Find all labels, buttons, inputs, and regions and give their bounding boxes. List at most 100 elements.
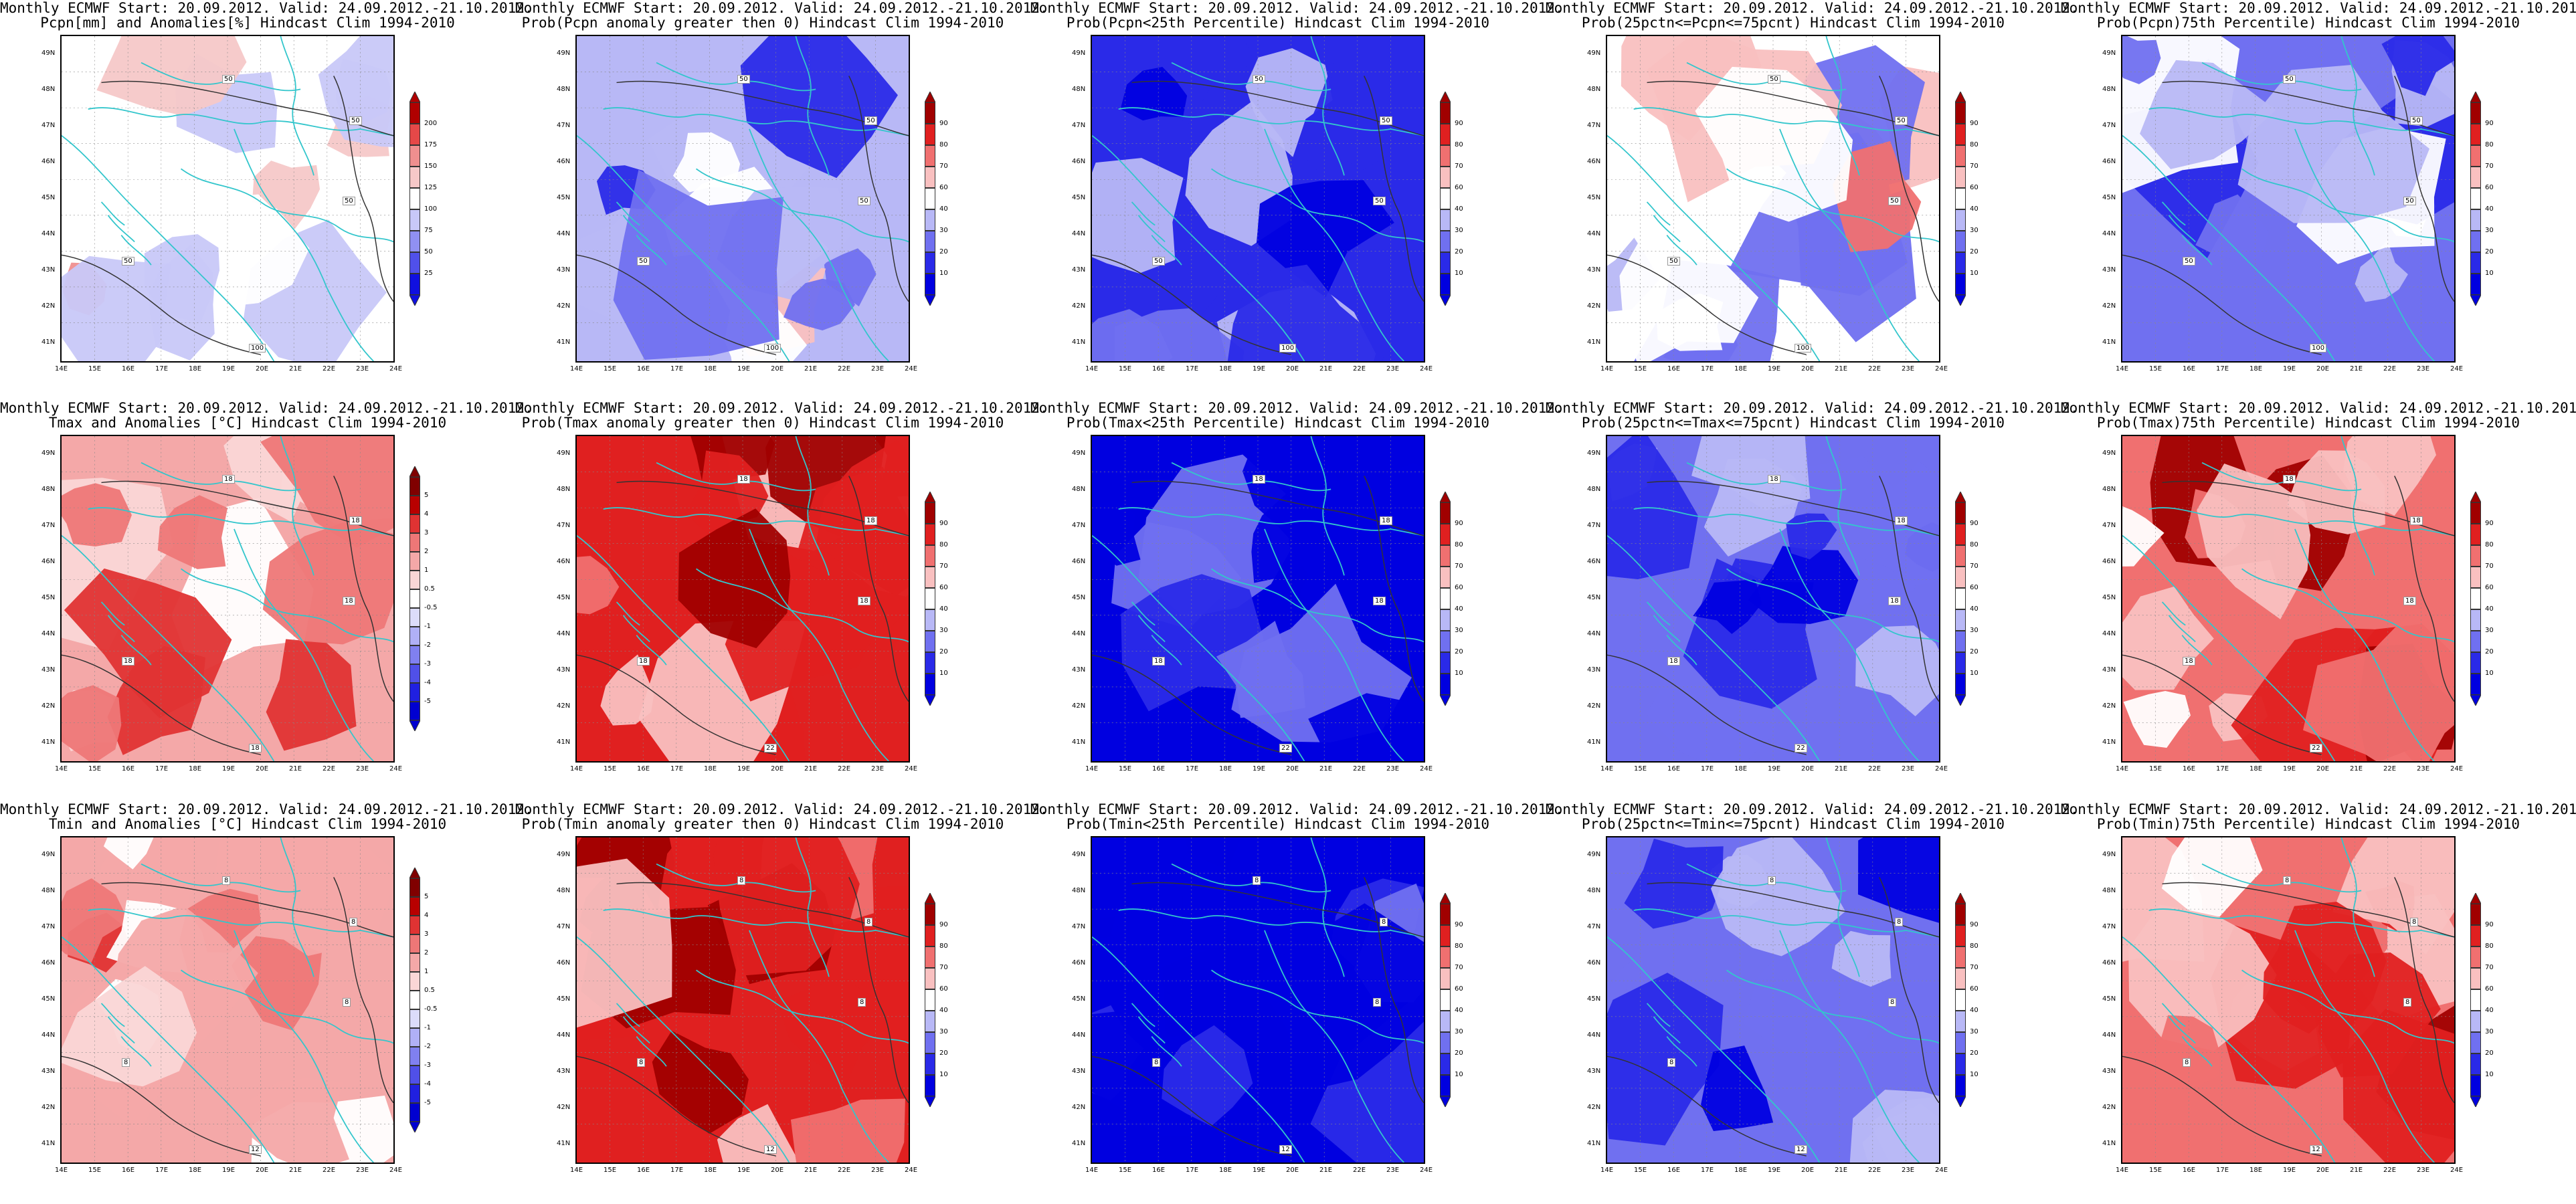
colorbar-tick: 60 [1970, 985, 1979, 993]
lon-label: 21E [1835, 1167, 1848, 1174]
colorbar-cell [2470, 567, 2481, 588]
colorbar-cell [925, 209, 935, 231]
contour-label: 100 [764, 344, 781, 353]
lat-label: 41N [557, 738, 571, 746]
colorbar-tick: 90 [939, 520, 948, 527]
contour-label: 22 [1279, 744, 1292, 752]
contour-label: 50 [343, 197, 355, 205]
colorbar-cell [925, 1054, 935, 1075]
contour-label: 18 [2410, 516, 2423, 525]
panel-title: Monthly ECMWF Start: 20.09.2012. Valid: … [0, 400, 533, 416]
lat-label: 42N [1072, 1104, 1086, 1111]
color-bar: -5 -4 -3 -2 -1 -0.5 0.5 1 2 3 4 5 [409, 466, 438, 731]
colorbar-bottom-arrow [409, 1122, 420, 1132]
map-plot: 50 50 50 50 100 [575, 35, 910, 363]
lat-label: 46N [1587, 158, 1601, 165]
colorbar-cell [409, 972, 420, 991]
lat-label: 48N [2102, 486, 2116, 493]
lat-label: 48N [1072, 887, 1086, 894]
lon-label: 21E [804, 365, 818, 373]
colorbar-tick: 10 [1970, 670, 1979, 677]
forecast-panel: Monthly ECMWF Start: 20.09.2012. Valid: … [0, 801, 533, 1196]
colorbar-cell [925, 904, 935, 925]
contour-label: 22 [2310, 744, 2322, 752]
lat-label: 46N [2102, 558, 2116, 565]
lon-label: 20E [1801, 765, 1815, 773]
map-svg [2122, 36, 2454, 361]
colorbar-tick: 90 [1970, 120, 1979, 127]
lat-label: 47N [557, 923, 571, 930]
lon-label: 22E [1868, 365, 1881, 373]
lat-label: 42N [1587, 302, 1601, 310]
colorbar-cell [409, 124, 420, 145]
colorbar-tick: 60 [939, 985, 948, 993]
colorbar-tick: 40 [939, 1007, 948, 1014]
map-plot: 50 50 50 50 100 [2121, 35, 2456, 363]
lon-label: 22E [1868, 765, 1881, 773]
color-bar: 10 20 30 40 60 70 80 90 [925, 92, 948, 306]
colorbar-cell [925, 231, 935, 252]
colorbar-tick: 40 [2485, 1007, 2494, 1014]
colorbar-tick: 175 [424, 141, 438, 148]
colorbar-cell [1955, 124, 1966, 145]
colorbar-tick: 20 [1455, 248, 1463, 256]
colorbar-cell [2470, 124, 2481, 145]
lon-label: 17E [1701, 765, 1714, 773]
contour-label: 22 [1795, 744, 1807, 752]
colorbar-tick: 70 [2485, 964, 2494, 971]
colorbar-cell [1440, 1032, 1451, 1054]
colorbar-top-arrow [409, 466, 420, 477]
colorbar-cell [409, 533, 420, 552]
lat-label: 43N [1072, 666, 1086, 674]
colorbar-cell [1440, 209, 1451, 231]
lon-label: 15E [88, 365, 102, 373]
contour-label: 8 [2403, 998, 2412, 1007]
colorbar-tick: 30 [1970, 627, 1979, 634]
lat-label: 42N [41, 702, 56, 710]
map-svg [62, 837, 393, 1163]
map-plot: 8 8 8 8 12 [1091, 836, 1425, 1164]
colorbar-cell [925, 167, 935, 188]
colorbar-cell [1955, 274, 1966, 295]
colorbar-tick: 20 [2485, 648, 2494, 656]
colorbar-cell [409, 231, 420, 252]
panel-subtitle: Prob(25pctn<=Pcpn<=75pcnt) Hindcast Clim… [1581, 15, 2005, 31]
lat-label: 45N [557, 594, 571, 601]
lon-label: 18E [1219, 765, 1232, 773]
lat-label: 49N [557, 851, 571, 858]
map-svg [1092, 837, 1424, 1163]
contour-label: 12 [2310, 1145, 2322, 1154]
colorbar-tick: 90 [939, 120, 948, 127]
lon-label: 23E [1902, 365, 1915, 373]
colorbar-top-arrow [925, 893, 935, 904]
color-bar: 10 20 30 40 60 70 80 90 [925, 492, 948, 706]
colorbar-tick: 90 [939, 921, 948, 928]
contour-label: 8 [1895, 918, 1904, 926]
lon-label: 15E [1119, 765, 1132, 773]
lon-label: 14E [2116, 765, 2129, 773]
lon-label: 19E [1768, 765, 1781, 773]
contour-label: 8 [864, 918, 873, 926]
colorbar-cell [925, 102, 935, 124]
colorbar-tick: 60 [2485, 184, 2494, 191]
colorbar-tick: 60 [1455, 584, 1463, 591]
lat-label: 42N [1072, 702, 1086, 710]
lon-label: 15E [604, 1167, 617, 1174]
colorbar-cell [925, 188, 935, 209]
colorbar-cell [409, 878, 420, 897]
colorbar-bottom-arrow [1440, 295, 1451, 306]
colorbar-cell [409, 477, 420, 496]
lon-label: 15E [2149, 1167, 2163, 1174]
colorbar-tick: 30 [1970, 227, 1979, 234]
lon-label: 22E [1353, 765, 1366, 773]
contour-label: 18 [864, 516, 877, 525]
lat-label: 44N [2102, 1031, 2116, 1039]
colorbar-cell [409, 645, 420, 664]
lat-label: 49N [41, 449, 56, 457]
lat-label: 42N [2102, 302, 2116, 310]
colorbar-cell [409, 897, 420, 916]
colorbar-tick: 60 [939, 584, 948, 591]
colorbar-tick: 40 [1970, 1007, 1979, 1014]
colorbar-cell [1955, 588, 1966, 609]
colorbar-cell [1440, 145, 1451, 167]
